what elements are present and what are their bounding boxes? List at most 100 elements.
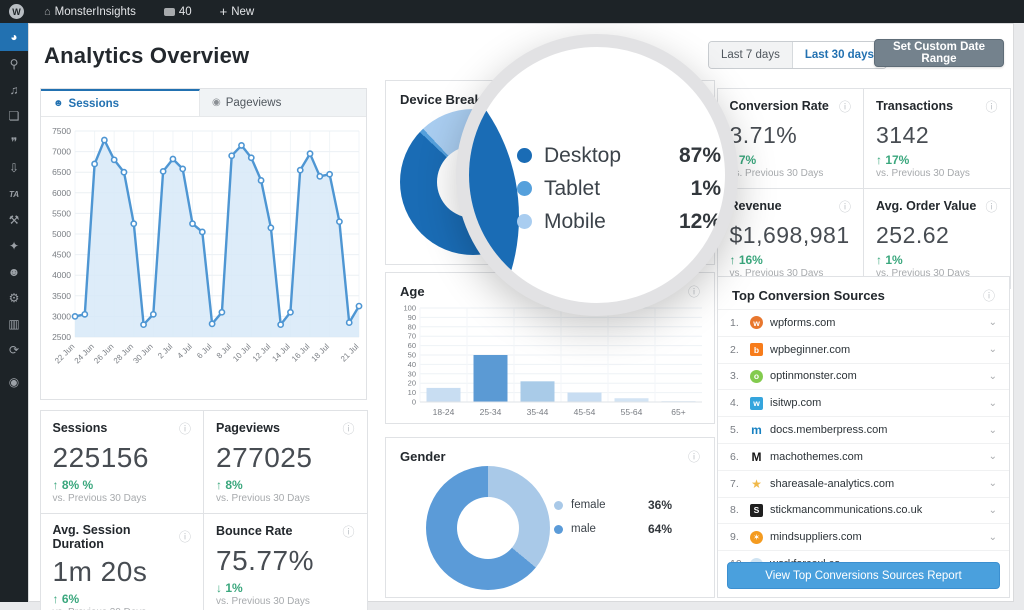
stat-card-sessions: Sessions ⓘ 225156 ↑ 8% % vs. Previous 30 Day… [39, 409, 204, 514]
svg-text:2 Jul: 2 Jul [156, 342, 174, 360]
svg-text:30: 30 [408, 369, 416, 378]
stat-card-bounce-rate: Bounce Rate ⓘ 75.77% ↓ 1% vs. Previous 30 Da… [203, 512, 368, 610]
source-row[interactable]: 2. b wpbeginner.com ⌄ [718, 335, 1009, 363]
tools-hammer-icon: ⚒ [8, 213, 20, 227]
stat-card-avg-order-value: Avg. Order Value ⓘ 252.62 ↑ 1% vs. Previous … [863, 187, 1011, 289]
sidebar-item-plugins[interactable]: ✦ [0, 233, 28, 259]
chart-tabbar: ☻ Sessions ◉ Pageviews [41, 89, 366, 117]
settings-gear-icon: ⚙ [8, 291, 20, 305]
chevron-down-icon[interactable]: ⌄ [988, 344, 997, 356]
tablet-dot-icon [517, 181, 532, 196]
svg-text:14 Jul: 14 Jul [270, 342, 292, 364]
sources-list: 1. w wpforms.com ⌄ 2. b wpbeginner.com ⌄ 3. o opti… [718, 309, 1009, 577]
stat-delta: ↑ 7% [729, 152, 757, 167]
legend-label: Desktop [544, 143, 622, 167]
chevron-down-icon[interactable]: ⌄ [988, 370, 997, 382]
sidebar-item-downloads[interactable]: ⇩ [0, 155, 28, 181]
gender-card-title: Gender [400, 449, 446, 464]
source-row[interactable]: 7. ★ shareasale-analytics.com ⌄ [718, 469, 1009, 497]
person-icon: ☻ [53, 98, 64, 109]
source-row[interactable]: 9. ✶ mindsuppliers.com ⌄ [718, 523, 1009, 550]
magnified-legend-row-tablet: Tablet 1% [517, 172, 721, 205]
info-icon[interactable]: ⓘ [985, 199, 998, 214]
svg-text:35-44: 35-44 [527, 407, 549, 417]
svg-text:25-34: 25-34 [480, 407, 502, 417]
tab-sessions-label: Sessions [68, 97, 120, 110]
info-icon[interactable]: ⓘ [178, 530, 191, 544]
svg-text:22 Jun: 22 Jun [53, 342, 76, 365]
sidebar-item-insights-panel[interactable]: ▥ [0, 311, 28, 337]
sidebar-item-pages[interactable]: ❏ [0, 103, 28, 129]
site-favicon-icon: o [750, 369, 763, 383]
stat-label: Conversion Rate [729, 99, 829, 113]
sidebar-item-tools-hammer[interactable]: ⚒ [0, 207, 28, 233]
stat-label: Transactions [876, 99, 954, 113]
svg-text:3500: 3500 [52, 291, 71, 301]
tab-sessions[interactable]: ☻ Sessions [41, 89, 200, 116]
set-custom-date-range-button[interactable]: Set Custom Date Range [874, 39, 1004, 67]
info-icon[interactable]: ⓘ [687, 450, 700, 464]
sidebar-item-settings-gear[interactable]: ⚙ [0, 285, 28, 311]
page-title: Analytics Overview [44, 43, 250, 68]
sidebar-item-ta[interactable]: TA [0, 181, 28, 207]
info-icon[interactable]: ⓘ [687, 285, 700, 299]
source-row[interactable]: 3. o optinmonster.com ⌄ [718, 362, 1009, 390]
svg-text:21 Jul: 21 Jul [339, 342, 361, 364]
last-7-days-button[interactable]: Last 7 days [709, 42, 793, 68]
svg-text:40: 40 [408, 360, 416, 369]
last-30-days-button[interactable]: Last 30 days [792, 42, 886, 68]
chevron-down-icon[interactable]: ⌄ [988, 424, 997, 436]
source-rank: 1. [730, 316, 739, 329]
female-dot-icon [554, 500, 563, 510]
sidebar-item-users[interactable]: ☻ [0, 259, 28, 285]
stat-value: 225156 [52, 441, 149, 473]
source-row[interactable]: 5. m docs.memberpress.com ⌄ [718, 416, 1009, 443]
sidebar-item-posts-pin[interactable]: ⚲ [0, 51, 28, 77]
magnified-legend-row-desktop: Desktop 87% [517, 139, 721, 172]
info-icon[interactable]: ⓘ [342, 421, 355, 436]
ta-icon: TA [8, 189, 20, 199]
magnifier-overlay: Desktop 87% Tablet 1% Mobile 12% [456, 34, 738, 316]
sidebar-item-media[interactable]: ♫ [0, 77, 28, 103]
chevron-down-icon[interactable]: ⌄ [988, 317, 997, 329]
svg-text:10: 10 [408, 388, 416, 397]
tab-pageviews[interactable]: ◉ Pageviews [200, 89, 366, 116]
info-icon[interactable]: ⓘ [838, 199, 851, 214]
source-row[interactable]: 1. w wpforms.com ⌄ [718, 309, 1009, 336]
source-rank: 5. [730, 424, 739, 437]
info-icon[interactable]: ⓘ [982, 289, 995, 303]
wordpress-logo-icon[interactable]: W [9, 4, 24, 19]
sidebar-item-collapse[interactable]: ◉ [0, 369, 28, 395]
info-icon[interactable]: ⓘ [838, 99, 851, 114]
source-domain: stickmancommunications.co.uk [770, 504, 923, 517]
source-row[interactable]: 4. w isitwp.com ⌄ [718, 389, 1009, 416]
chevron-down-icon[interactable]: ⌄ [988, 478, 997, 490]
chevron-down-icon[interactable]: ⌄ [988, 504, 997, 516]
chevron-down-icon[interactable]: ⌄ [988, 397, 997, 409]
sidebar-item-comments[interactable]: ❞ [0, 129, 28, 155]
source-domain: wpbeginner.com [770, 343, 851, 356]
new-content-menu[interactable]: + New [220, 4, 255, 19]
info-icon[interactable]: ⓘ [985, 99, 998, 114]
view-top-conversions-report-button[interactable]: View Top Conversions Sources Report [727, 562, 1000, 589]
users-icon: ☻ [7, 265, 21, 279]
stat-label: Revenue [729, 199, 782, 213]
svg-text:16 Jul: 16 Jul [290, 342, 312, 364]
top-conversion-sources-card: Top Conversion Sources ⓘ 1. w wpforms.com ⌄… [717, 276, 1010, 598]
svg-text:12 Jul: 12 Jul [251, 342, 273, 364]
site-favicon-icon: b [750, 343, 763, 357]
chevron-down-icon[interactable]: ⌄ [988, 451, 997, 463]
info-icon[interactable]: ⓘ [178, 421, 191, 436]
sidebar-item-dashboard[interactable]: ◕ [0, 23, 28, 51]
comments-menu[interactable]: 40 [163, 6, 192, 18]
chevron-down-icon[interactable]: ⌄ [988, 531, 997, 543]
stat-vs-label: vs. Previous 30 Days [729, 167, 824, 179]
wp-admin-bar: W ⌂ MonsterInsights 40 + New [0, 0, 1024, 23]
site-menu[interactable]: ⌂ MonsterInsights [44, 6, 136, 18]
sidebar-item-updates[interactable]: ⟳ [0, 337, 28, 363]
info-icon[interactable]: ⓘ [342, 524, 355, 539]
